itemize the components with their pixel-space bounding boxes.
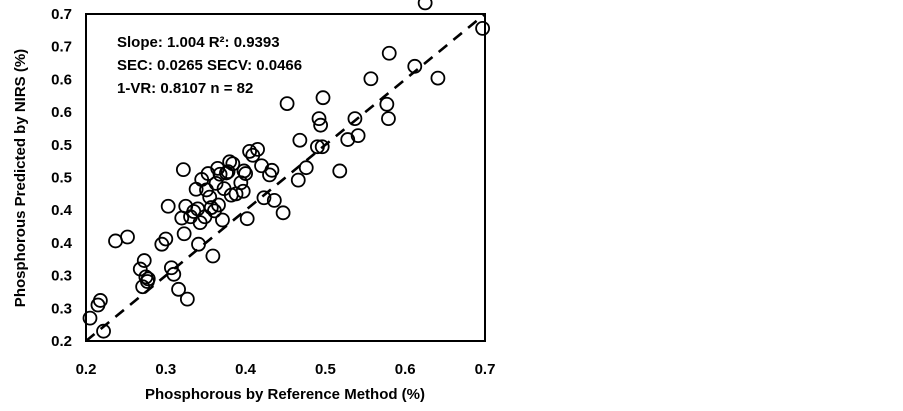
y-axis-title: Phosphorous Predicted by NIRS (%) [12,49,29,307]
x-tick-label: 0.2 [76,361,97,378]
data-point [475,20,491,36]
data-point [242,143,257,159]
data-point [215,212,230,228]
data-point [92,293,108,308]
data-point [202,189,218,205]
x-tick-label: 0.7 [475,361,496,378]
data-point [279,96,295,111]
data-point [212,166,228,182]
data-point [238,166,254,181]
data-point [275,205,291,221]
data-point [298,160,314,176]
data-point [222,154,238,170]
plot-area-frame [85,13,486,342]
y-tick-label: 0.4 [51,202,73,219]
data-point [347,111,363,127]
data-point [407,58,423,74]
x-tick-label: 0.6 [395,361,416,378]
data-point [417,0,433,11]
data-point [256,190,272,206]
data-point [176,226,192,242]
y-tick-label: 0.7 [51,39,72,56]
data-point [140,271,156,287]
data-point [379,96,395,112]
x-tick-label: 0.5 [315,361,336,378]
stat-slope-r2: Slope: 1.004 R²: 0.9393 [117,34,280,51]
data-point [166,266,182,282]
data-point [160,198,176,214]
data-point [264,162,280,178]
stat-vr-n: 1-VR: 0.8107 n = 82 [117,80,253,97]
y-axis-ticks: 0.2 0.3 0.3 0.4 0.4 0.5 0.5 0.6 0.6 0.7 0.7 [51,6,73,350]
x-tick-label: 0.4 [235,361,257,378]
data-point [163,260,179,276]
y-tick-label: 0.6 [51,71,72,88]
data-point [205,248,221,264]
data-point [311,111,327,127]
data-point [350,128,366,144]
x-axis-ticks: 0.2 0.3 0.4 0.5 0.6 0.7 [76,361,496,378]
data-point [310,139,325,155]
data-point [158,231,174,247]
data-point [236,163,252,179]
data-point [82,310,98,326]
data-point [220,164,236,180]
data-point [332,163,348,179]
data-point [96,323,111,339]
data-point [235,183,251,199]
data-point [191,236,206,252]
data-point [175,162,191,178]
y-tick-label: 0.3 [51,268,72,285]
data-point [225,156,241,172]
y-tick-label: 0.5 [51,137,72,154]
data-point [430,70,446,86]
data-point [292,132,308,148]
data-point [315,90,331,106]
data-points [82,0,491,339]
data-point [313,117,329,133]
stat-sec-secv: SEC: 0.0265 SECV: 0.0466 [117,57,302,74]
data-point [203,200,219,215]
data-point [250,141,265,157]
y-tick-label: 0.2 [51,333,72,350]
data-point [381,45,397,61]
y-tick-label: 0.3 [51,300,72,317]
data-point [211,197,226,213]
y-tick-label: 0.7 [51,6,72,23]
data-point [171,281,186,297]
data-point [136,253,152,268]
data-point [290,172,306,188]
y-tick-label: 0.5 [51,170,72,187]
y-tick-label: 0.6 [51,104,72,121]
data-point [208,175,224,191]
data-point [363,71,379,87]
data-point [179,291,195,307]
data-point [314,139,330,155]
data-point [120,229,135,245]
x-axis-title: Phosphorous by Reference Method (%) [145,386,425,403]
y-tick-label: 0.4 [51,235,73,252]
x-tick-label: 0.3 [155,361,176,378]
data-point [108,233,123,249]
data-point [340,132,356,147]
data-point [190,201,206,217]
data-point [381,111,396,127]
data-point [239,211,255,227]
data-point [266,192,282,208]
